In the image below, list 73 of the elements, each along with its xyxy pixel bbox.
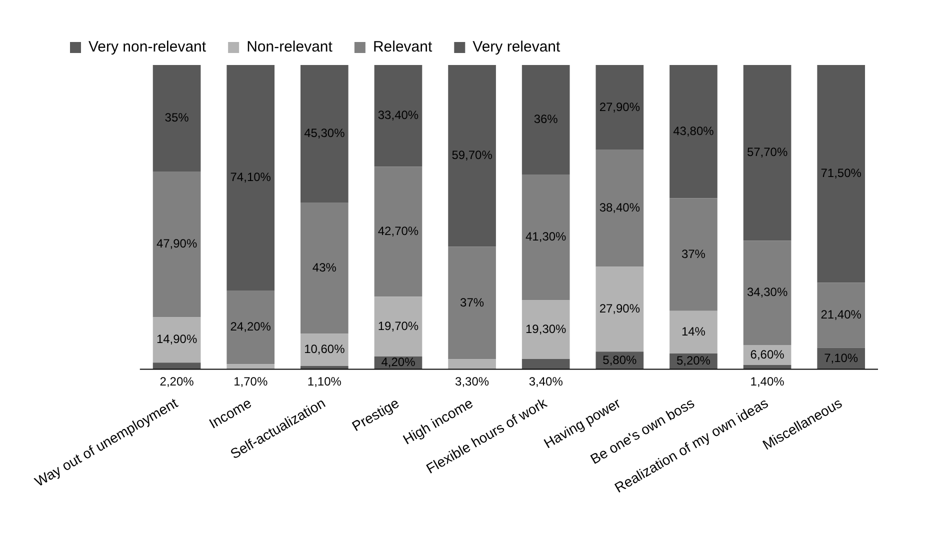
data-label: 19,70%: [378, 318, 419, 333]
legend-label: Non-relevant: [246, 38, 334, 56]
data-label: 21,40%: [820, 307, 862, 322]
data-label: 42,70%: [378, 224, 419, 238]
bar: [374, 65, 422, 167]
data-label: 7,10%: [824, 350, 858, 365]
data-label: 1,10%: [307, 374, 342, 389]
bar: [448, 359, 496, 370]
bar: [817, 65, 866, 283]
bar: [448, 246, 496, 360]
bar: [596, 266, 644, 352]
data-label: 4,20%: [381, 355, 416, 370]
data-label: 5,80%: [602, 352, 637, 367]
data-label: 3,30%: [455, 374, 490, 389]
bar: [300, 202, 348, 334]
bar: [152, 65, 201, 172]
data-label: 35%: [164, 110, 190, 125]
bar: [152, 317, 201, 363]
data-label: 6,60%: [750, 347, 785, 362]
data-label: 14%: [681, 324, 706, 338]
data-label: 43%: [312, 260, 337, 275]
bar: [522, 65, 570, 175]
data-label: 43,80%: [673, 124, 714, 138]
bar: [226, 364, 275, 370]
bar: [226, 65, 275, 290]
bar: [226, 290, 275, 364]
data-label: 59,70%: [452, 148, 493, 162]
bar: [300, 65, 348, 203]
bar: [743, 65, 792, 241]
legend-label: Relevant: [372, 38, 433, 56]
data-label: 10,60%: [304, 342, 346, 356]
data-label: 2,20%: [160, 374, 194, 389]
bar: [522, 300, 570, 359]
bar: [152, 172, 201, 318]
data-label: 38,40%: [599, 200, 640, 215]
bar: [743, 365, 792, 370]
legend-label: Very non-relevant: [88, 38, 207, 56]
data-label: 3,40%: [528, 374, 564, 389]
data-label: 33,40%: [378, 108, 419, 122]
bar: [670, 65, 718, 198]
bar: [522, 358, 570, 370]
data-label: 5,20%: [676, 354, 711, 368]
bar: [596, 150, 644, 267]
data-label: 74,10%: [230, 170, 272, 184]
bar: [596, 65, 644, 150]
bar: [670, 310, 718, 354]
bar: [448, 65, 496, 247]
data-label: 19,30%: [526, 322, 567, 336]
bar: [300, 334, 348, 366]
data-label: 27,90%: [599, 302, 640, 316]
bar: [670, 198, 718, 311]
bar: [374, 166, 422, 297]
data-label: 27,90%: [599, 100, 640, 114]
data-label: 1,70%: [234, 374, 268, 389]
bar: [300, 366, 348, 370]
legend-label: Very relevant: [472, 38, 562, 56]
data-label: 45,30%: [304, 126, 346, 140]
bar: [743, 240, 792, 345]
bar: [522, 174, 570, 300]
data-label: 37%: [681, 246, 706, 261]
data-label: 34,30%: [746, 285, 788, 300]
bar: [817, 282, 866, 348]
data-label: 14,90%: [156, 332, 198, 346]
data-label: 71,50%: [820, 166, 862, 180]
data-label: 37%: [460, 295, 484, 310]
bar: [152, 362, 201, 370]
data-label: 36%: [534, 112, 558, 126]
data-label: 1,40%: [750, 374, 785, 389]
data-label: 24,20%: [230, 320, 272, 334]
bar: [374, 296, 422, 357]
data-label: 57,70%: [746, 145, 788, 160]
data-label: 41,30%: [526, 230, 567, 244]
data-label: 47,90%: [156, 236, 198, 251]
